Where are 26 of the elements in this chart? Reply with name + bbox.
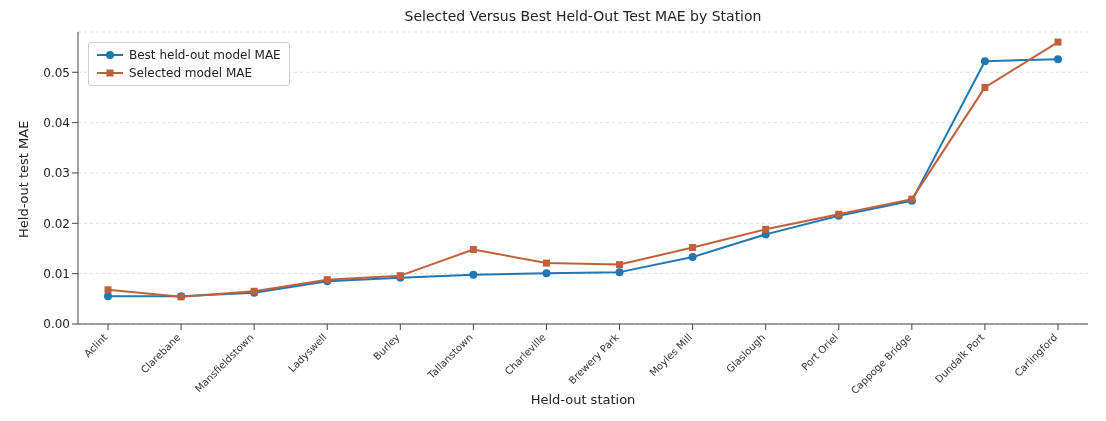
legend-label: Best held-out model MAE <box>129 47 281 64</box>
y-tick-label: 0.01 <box>43 266 70 281</box>
x-axis-title: Held-out station <box>530 392 636 407</box>
y-tick-label: 0.04 <box>43 115 70 130</box>
point <box>689 243 697 251</box>
point <box>1054 55 1062 64</box>
point <box>542 269 551 278</box>
legend-label: Selected model MAE <box>129 65 253 82</box>
y-tick-label: 0.05 <box>43 65 70 80</box>
point <box>469 270 478 279</box>
y-axis-title: Held-out test MAE <box>15 120 31 238</box>
y-tick-label: 0.00 <box>43 317 70 332</box>
chart-title: Selected Versus Best Held-Out Test MAE by Station <box>403 8 763 24</box>
point <box>688 253 697 262</box>
point <box>104 292 112 301</box>
point <box>1054 38 1062 46</box>
point <box>104 286 112 294</box>
y-tick-label: 0.03 <box>43 166 70 181</box>
point <box>616 261 624 269</box>
point <box>762 225 770 233</box>
point <box>542 259 550 267</box>
point <box>980 57 989 66</box>
y-tick-label: 0.02 <box>43 216 70 231</box>
point <box>469 245 477 253</box>
point <box>615 268 624 277</box>
point <box>981 83 989 91</box>
